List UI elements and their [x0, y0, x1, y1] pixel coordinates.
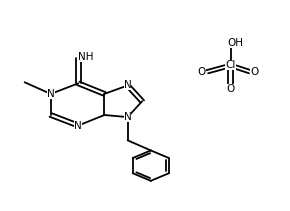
- Text: NH: NH: [78, 52, 93, 62]
- Text: N: N: [124, 112, 131, 122]
- Text: N: N: [75, 120, 82, 131]
- Text: Cl: Cl: [225, 60, 236, 70]
- Text: O: O: [226, 84, 235, 94]
- Text: O: O: [226, 84, 235, 94]
- Text: NH: NH: [78, 52, 93, 62]
- Text: N: N: [124, 80, 131, 91]
- Text: OH: OH: [228, 38, 244, 48]
- Text: OH: OH: [228, 38, 244, 48]
- Text: O: O: [197, 67, 206, 77]
- Text: O: O: [197, 67, 206, 77]
- Text: O: O: [250, 67, 258, 77]
- Text: N: N: [124, 80, 131, 91]
- Text: N: N: [47, 89, 55, 99]
- Text: N: N: [75, 120, 82, 131]
- Text: N: N: [47, 89, 55, 99]
- Text: Cl: Cl: [225, 60, 236, 70]
- Text: O: O: [250, 67, 258, 77]
- Text: N: N: [124, 112, 131, 122]
